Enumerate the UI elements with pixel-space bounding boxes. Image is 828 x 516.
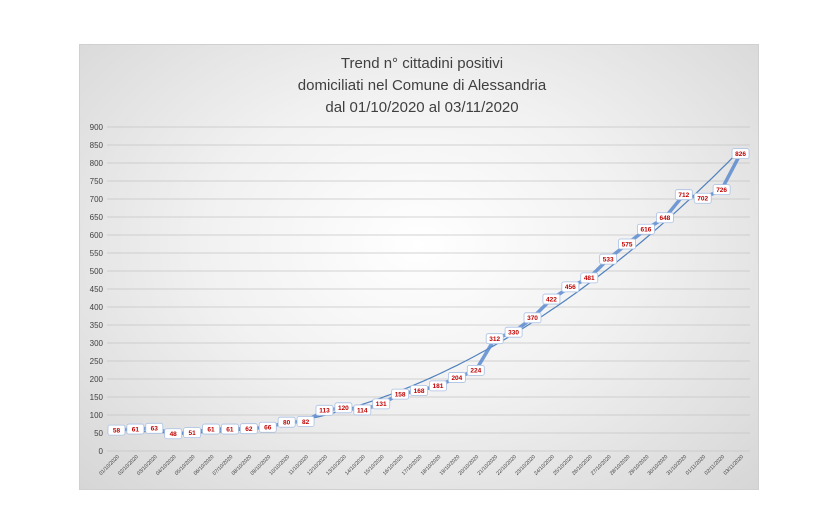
trendline bbox=[116, 149, 741, 434]
chart-panel: Trend n° cittadini positivi domiciliati … bbox=[79, 44, 759, 490]
y-tick-label: 750 bbox=[90, 177, 104, 186]
y-tick-label: 100 bbox=[90, 411, 104, 420]
data-label: 48 bbox=[170, 431, 178, 438]
data-point-marker bbox=[391, 388, 410, 400]
data-label: 66 bbox=[264, 425, 272, 432]
y-tick-label: 0 bbox=[99, 447, 104, 456]
y-tick-label: 700 bbox=[90, 195, 104, 204]
data-point-marker bbox=[410, 385, 428, 396]
data-point-marker bbox=[485, 333, 504, 345]
data-point-marker bbox=[712, 184, 731, 196]
data-point-marker bbox=[447, 372, 466, 383]
chart-title-line-3: dal 01/10/2020 al 03/11/2020 bbox=[325, 99, 518, 116]
data-label: 575 bbox=[622, 241, 633, 248]
data-point-marker bbox=[145, 422, 164, 434]
grid-lines bbox=[107, 126, 750, 452]
data-label: 481 bbox=[584, 275, 595, 282]
data-point-marker bbox=[126, 423, 145, 435]
y-tick-label: 150 bbox=[90, 393, 104, 402]
data-point-marker bbox=[693, 192, 712, 204]
data-point-marker bbox=[221, 423, 239, 435]
y-tick-label: 300 bbox=[90, 339, 104, 348]
data-point-marker bbox=[504, 326, 523, 338]
y-tick-label: 50 bbox=[94, 429, 103, 438]
data-label: 80 bbox=[283, 420, 291, 427]
data-point-marker bbox=[466, 364, 485, 376]
data-label: 616 bbox=[641, 227, 652, 234]
y-tick-label: 500 bbox=[90, 267, 104, 276]
data-label: 181 bbox=[433, 383, 444, 390]
data-label: 131 bbox=[376, 401, 387, 408]
data-label: 58 bbox=[113, 427, 121, 434]
y-tick-label: 650 bbox=[90, 213, 104, 222]
data-label: 712 bbox=[678, 192, 689, 199]
y-tick-label: 600 bbox=[90, 231, 104, 240]
data-label: 224 bbox=[470, 368, 481, 375]
data-label: 63 bbox=[151, 426, 159, 433]
chart-title-line-1: Trend n° cittadini positivi bbox=[341, 55, 503, 72]
data-label: 158 bbox=[395, 391, 406, 398]
data-point-marker bbox=[202, 423, 220, 435]
data-label: 370 bbox=[527, 315, 538, 322]
data-label: 702 bbox=[697, 196, 708, 203]
data-point-marker bbox=[429, 380, 447, 392]
data-point-marker bbox=[599, 253, 618, 265]
data-point-marker bbox=[542, 293, 561, 305]
data-point-marker bbox=[674, 189, 693, 201]
data-point-marker bbox=[523, 312, 542, 324]
y-tick-label: 800 bbox=[90, 159, 104, 168]
x-tick-label: 03/11/2020 bbox=[723, 454, 745, 476]
data-label: 113 bbox=[319, 408, 330, 415]
data-point-marker bbox=[277, 416, 296, 428]
data-label: 120 bbox=[338, 405, 349, 412]
data-label: 330 bbox=[508, 330, 519, 337]
y-tick-label: 900 bbox=[90, 123, 104, 132]
y-tick-label: 400 bbox=[90, 303, 104, 312]
data-label: 204 bbox=[451, 375, 462, 382]
data-point-marker bbox=[315, 404, 334, 416]
data-label: 51 bbox=[188, 430, 196, 437]
data-point-marker bbox=[164, 428, 183, 440]
data-label: 61 bbox=[207, 426, 215, 433]
data-point-marker bbox=[618, 238, 636, 250]
data-point-marker bbox=[580, 272, 599, 284]
data-label: 456 bbox=[565, 284, 576, 291]
data-point-marker bbox=[296, 416, 315, 427]
data-point-marker bbox=[731, 148, 750, 160]
data-label: 422 bbox=[546, 296, 557, 303]
data-label: 648 bbox=[659, 215, 670, 222]
data-label: 533 bbox=[603, 256, 614, 263]
y-tick-label: 350 bbox=[90, 321, 104, 330]
y-tick-label: 250 bbox=[90, 357, 104, 366]
y-tick-label: 200 bbox=[90, 375, 104, 384]
y-tick-label: 850 bbox=[90, 141, 104, 150]
data-point-marker bbox=[372, 398, 391, 410]
y-tick-label: 450 bbox=[90, 285, 104, 294]
data-label: 726 bbox=[716, 187, 727, 194]
data-point-marker bbox=[353, 404, 372, 416]
data-label: 114 bbox=[357, 407, 368, 414]
y-axis-ticks: 0 50 100 150 200 250 300 350 400 450 500 550 600 650 7… bbox=[90, 123, 104, 456]
data-label: 62 bbox=[245, 426, 253, 433]
data-point-marker bbox=[239, 423, 258, 435]
data-point-marker bbox=[334, 402, 353, 414]
data-point-marker bbox=[107, 424, 126, 436]
data-label: 312 bbox=[489, 336, 500, 343]
data-label: 82 bbox=[302, 419, 310, 426]
data-points: 58 61 63 48 51 61 61 62 66 80 82 113 120 114 131 158 168… bbox=[107, 148, 750, 440]
line-chart: Trend n° cittadini positivi domiciliati … bbox=[90, 55, 750, 477]
data-point-marker bbox=[637, 223, 655, 235]
y-tick-label: 550 bbox=[90, 249, 104, 258]
data-point-marker bbox=[183, 427, 202, 439]
data-point-marker bbox=[655, 212, 674, 224]
data-label: 168 bbox=[414, 388, 425, 395]
data-label: 61 bbox=[226, 426, 234, 433]
series-line bbox=[116, 152, 743, 436]
data-label: 61 bbox=[132, 426, 140, 433]
data-point-marker bbox=[258, 421, 277, 433]
chart-title-line-2: domiciliati nel Comune di Alessandria bbox=[298, 77, 547, 94]
data-label: 826 bbox=[735, 151, 746, 158]
data-point-marker bbox=[561, 281, 580, 293]
x-axis-ticks: 01/10/202002/10/202003/10/202004/10/2020… bbox=[98, 454, 745, 477]
